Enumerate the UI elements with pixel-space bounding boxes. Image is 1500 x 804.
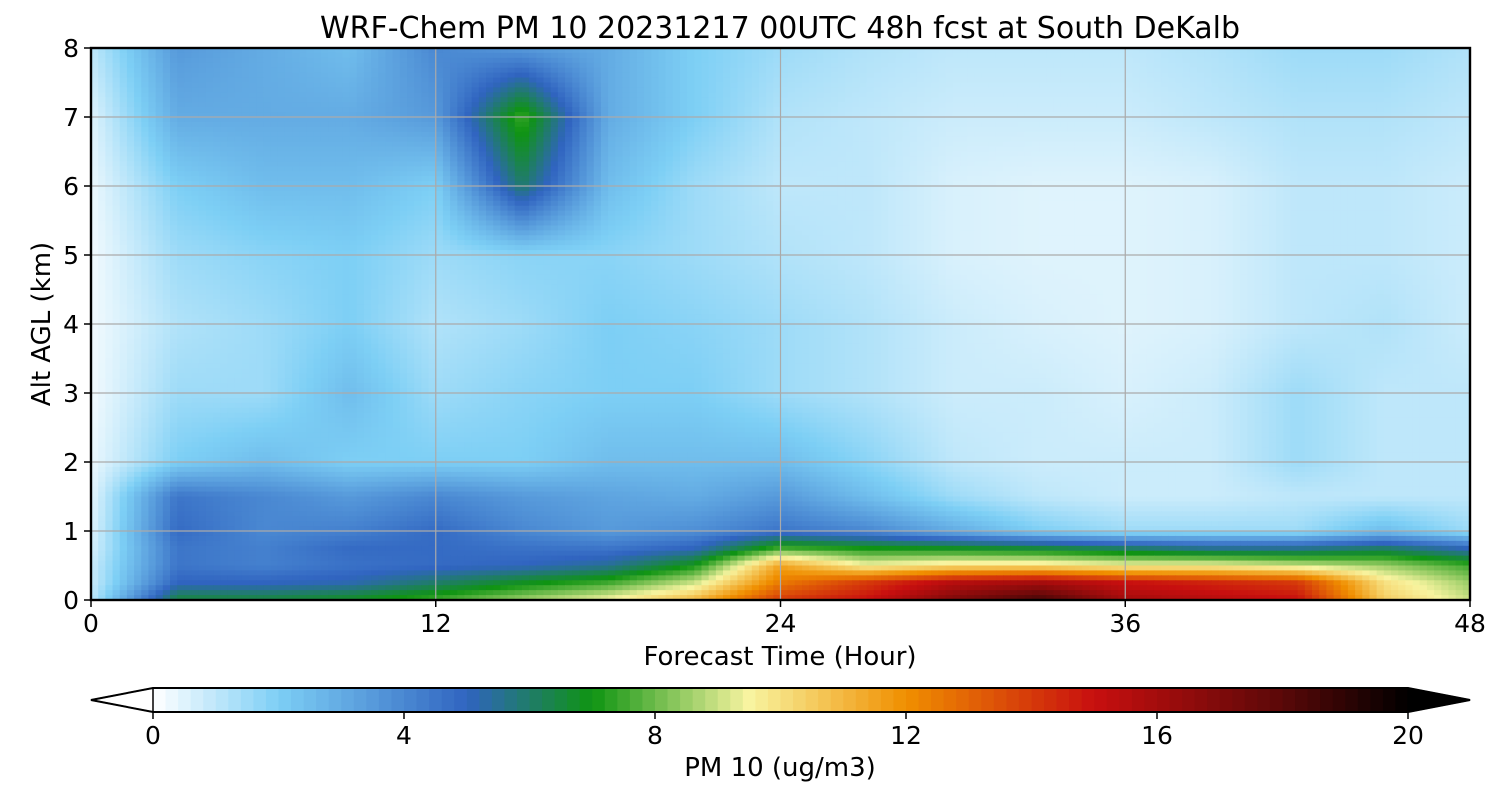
colorbar-tick-label: 12: [890, 721, 922, 750]
colorbar-tick-label: 0: [145, 721, 161, 750]
y-tick-label: 7: [63, 103, 79, 132]
colorbar: [91, 688, 1470, 712]
y-tick-label: 3: [63, 379, 79, 408]
y-tick-label: 2: [63, 448, 79, 477]
colorbar-tick-label: 4: [396, 721, 412, 750]
colorbar-label: PM 10 (ug/m3): [684, 753, 876, 783]
x-tick-label: 0: [83, 609, 99, 638]
y-tick-label: 1: [63, 517, 79, 546]
y-tick-label: 5: [63, 241, 79, 270]
colorbar-extend-high: [1408, 688, 1470, 712]
y-tick-label: 0: [63, 586, 79, 615]
x-tick-label: 12: [420, 609, 452, 638]
colorbar-tick-label: 16: [1141, 721, 1173, 750]
colorbar-tick-label: 8: [647, 721, 663, 750]
y-tick-label: 6: [63, 172, 79, 201]
y-axis-ticks: 0 1 2 3 4 5 6 7 8: [63, 34, 91, 615]
y-tick-label: 4: [63, 310, 79, 339]
colorbar-tick-label: 20: [1392, 721, 1424, 750]
chart-title: WRF-Chem PM 10 20231217 00UTC 48h fcst a…: [320, 11, 1240, 46]
colorbar-extend-low: [91, 688, 153, 712]
y-tick-label: 8: [63, 34, 79, 63]
x-axis-label: Forecast Time (Hour): [643, 642, 916, 672]
x-tick-label: 48: [1454, 609, 1486, 638]
colorbar-ticks: 0 4 8 12 16 20: [145, 712, 1424, 750]
x-tick-label: 24: [765, 609, 797, 638]
y-axis-label: Alt AGL (km): [27, 242, 57, 406]
x-tick-label: 36: [1109, 609, 1141, 638]
x-axis-ticks: 0 12 24 36 48: [83, 600, 1486, 638]
